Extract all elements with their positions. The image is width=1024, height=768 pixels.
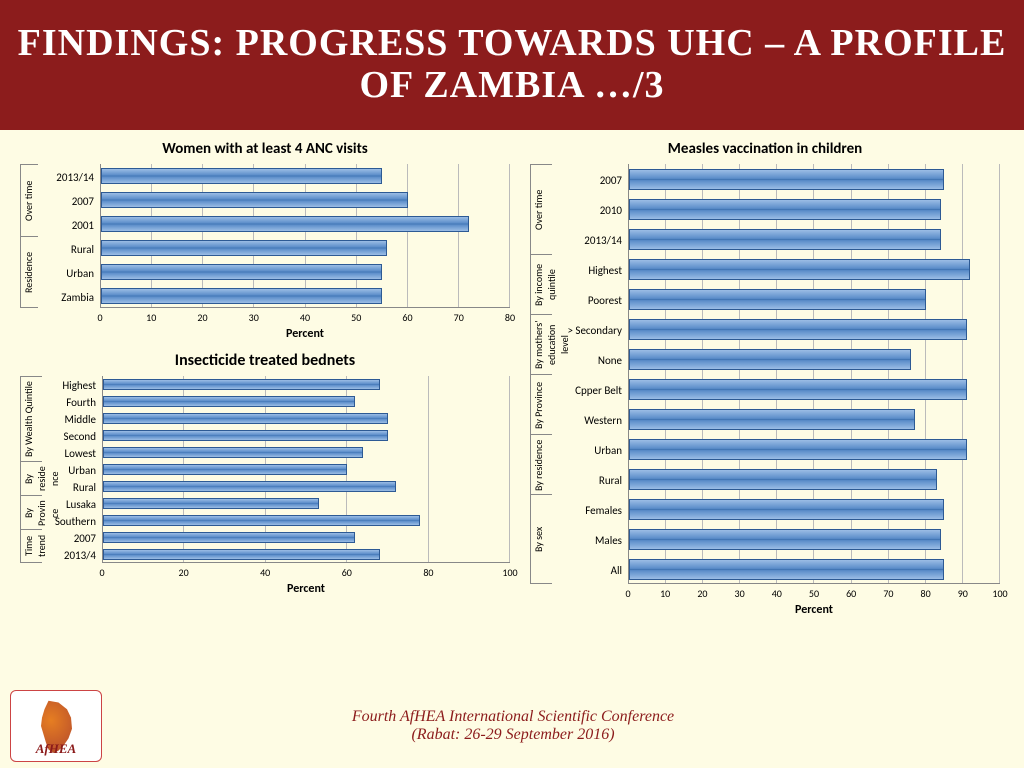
data-bar (629, 499, 944, 520)
data-bar (629, 229, 941, 250)
chart-measles: Measles vaccination in children Over time… (530, 140, 1000, 617)
category-label: 2013/4 (42, 547, 102, 564)
category-label: Urban (38, 261, 100, 285)
data-bar (629, 289, 926, 310)
data-bar (629, 469, 937, 490)
data-bar (629, 529, 941, 550)
category-label: Poorest (552, 285, 628, 315)
data-bar (103, 447, 363, 459)
data-bar (103, 498, 319, 510)
data-bar (629, 439, 967, 460)
category-label: 2013/14 (552, 225, 628, 255)
chart-bednets: Insecticide treated bednets By Wealth Qui… (20, 351, 510, 596)
x-axis-label: Percent (102, 582, 510, 596)
content-area: Women with at least 4 ANC visits Over tim… (0, 130, 1024, 627)
category-label: 2007 (552, 165, 628, 195)
group-label: By reside nce (20, 462, 42, 496)
footer: AfHEA Fourth AfHEA International Scienti… (0, 690, 1024, 762)
data-bar (629, 379, 967, 400)
x-axis-label: Percent (100, 327, 510, 341)
data-bar (629, 409, 915, 430)
header-banner: Findings: Progress towards UHC – A profi… (0, 0, 1024, 130)
data-bar (629, 349, 911, 370)
data-bar (629, 259, 970, 280)
category-label: Zambia (38, 285, 100, 309)
category-label: Western (552, 405, 628, 435)
data-bar (629, 199, 941, 220)
data-bar (103, 413, 388, 425)
data-bar (101, 288, 382, 305)
data-bar (101, 192, 408, 209)
category-label: 2010 (552, 195, 628, 225)
data-bar (101, 264, 382, 281)
data-bar (103, 430, 388, 442)
data-bar (629, 559, 944, 580)
data-bar (103, 481, 396, 493)
data-bar (103, 379, 380, 391)
data-bar (103, 515, 420, 527)
category-label: Urban (552, 435, 628, 465)
footer-text: Fourth AfHEA International Scientific Co… (102, 708, 1024, 744)
afhea-logo: AfHEA (10, 690, 102, 762)
data-bar (103, 464, 347, 476)
category-label: Females (552, 495, 628, 525)
page-title: Findings: Progress towards UHC – A profi… (0, 23, 1024, 107)
group-label: Residence (20, 236, 38, 308)
category-label: Highest (42, 377, 102, 394)
category-label: Cpper Belt (552, 375, 628, 405)
data-bar (101, 168, 382, 185)
group-label: By Province (530, 375, 552, 435)
group-label: By Wealth Quintile (20, 377, 42, 462)
category-label: Males (552, 525, 628, 555)
category-label: Lowest (42, 445, 102, 462)
category-label: Rural (38, 237, 100, 261)
category-label: 2013/14 (38, 165, 100, 189)
data-bar (103, 532, 355, 544)
chart-anc-visits: Women with at least 4 ANC visits Over tim… (20, 140, 510, 341)
x-axis-label: Percent (628, 603, 1000, 617)
data-bar (101, 240, 387, 257)
data-bar (103, 396, 355, 408)
group-label: Over time (20, 165, 38, 237)
data-bar (101, 216, 469, 233)
category-label: 2001 (38, 213, 100, 237)
chart-title: Measles vaccination in children (530, 140, 1000, 158)
data-bar (103, 549, 380, 561)
group-label: By Provin ce (20, 496, 42, 530)
category-label: Rural (552, 465, 628, 495)
chart-title: Women with at least 4 ANC visits (20, 140, 510, 158)
category-label: Highest (552, 255, 628, 285)
category-label: 2007 (42, 530, 102, 547)
group-label: By mothers' education level (530, 315, 552, 375)
category-label: Middle (42, 411, 102, 428)
category-label: Second (42, 428, 102, 445)
category-label: Fourth (42, 394, 102, 411)
group-label: By sex (530, 494, 552, 584)
group-label: Time trend (20, 529, 42, 563)
group-label: By income quintile (530, 255, 552, 315)
category-label: 2007 (38, 189, 100, 213)
group-label: Over time (530, 165, 552, 255)
group-label: By residence (530, 435, 552, 495)
data-bar (629, 319, 967, 340)
chart-title: Insecticide treated bednets (20, 351, 510, 370)
data-bar (629, 169, 944, 190)
category-label: All (552, 555, 628, 585)
